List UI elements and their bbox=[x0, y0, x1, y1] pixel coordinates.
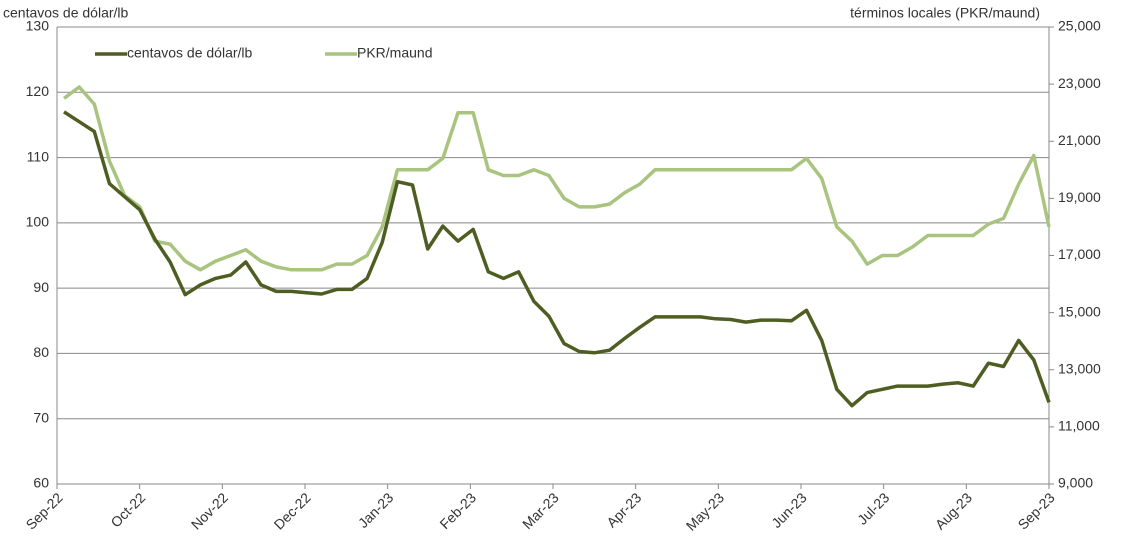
legend-label: centavos de dólar/lb bbox=[127, 45, 253, 61]
y-tick-label: 60 bbox=[33, 475, 49, 491]
series-line bbox=[62, 85, 1051, 272]
x-tick-label: Jul-23 bbox=[854, 489, 892, 527]
y-tick-label: 110 bbox=[27, 148, 50, 164]
y2-tick-label: 13,000 bbox=[1058, 360, 1101, 376]
y2-tick-label: 17,000 bbox=[1058, 246, 1101, 262]
y2-tick-label: 11,000 bbox=[1058, 418, 1100, 434]
x-tick-label: Nov-22 bbox=[188, 489, 231, 532]
x-tick-label: Mar-23 bbox=[519, 489, 562, 532]
y2-tick-label: 9,000 bbox=[1058, 475, 1093, 491]
x-tick-label: Aug-23 bbox=[932, 489, 975, 532]
y2-tick-label: 25,000 bbox=[1058, 18, 1101, 34]
x-tick-label: Feb-23 bbox=[436, 489, 479, 532]
x-tick-label: Jun-23 bbox=[768, 489, 810, 531]
x-tick-label: Sep-22 bbox=[22, 489, 65, 532]
x-tick-label: Oct-22 bbox=[107, 489, 148, 530]
y2-tick-label: 21,000 bbox=[1058, 132, 1101, 148]
y-tick-label: 100 bbox=[26, 214, 50, 230]
y2-tick-label: 15,000 bbox=[1058, 303, 1101, 319]
series-line bbox=[63, 110, 1051, 408]
y-axis-label: centavos de dólar/lb bbox=[3, 5, 129, 21]
y2-tick-label: 19,000 bbox=[1058, 189, 1101, 205]
x-tick-label: Jan-23 bbox=[355, 489, 397, 531]
x-tick-label: Apr-23 bbox=[603, 489, 644, 530]
y-tick-label: 130 bbox=[26, 18, 50, 34]
legend-label: PKR/maund bbox=[357, 45, 432, 61]
x-tick-label: Sep-23 bbox=[1014, 489, 1057, 532]
y2-tick-label: 23,000 bbox=[1058, 75, 1101, 91]
y-tick-label: 120 bbox=[26, 83, 50, 99]
y2-axis-label: términos locales (PKR/maund) bbox=[850, 5, 1040, 21]
x-tick-label: May-23 bbox=[683, 489, 727, 533]
x-tick-label: Dec-22 bbox=[271, 489, 314, 532]
y-tick-label: 70 bbox=[33, 409, 49, 425]
y-tick-label: 80 bbox=[33, 344, 49, 360]
y-tick-label: 90 bbox=[33, 279, 49, 295]
